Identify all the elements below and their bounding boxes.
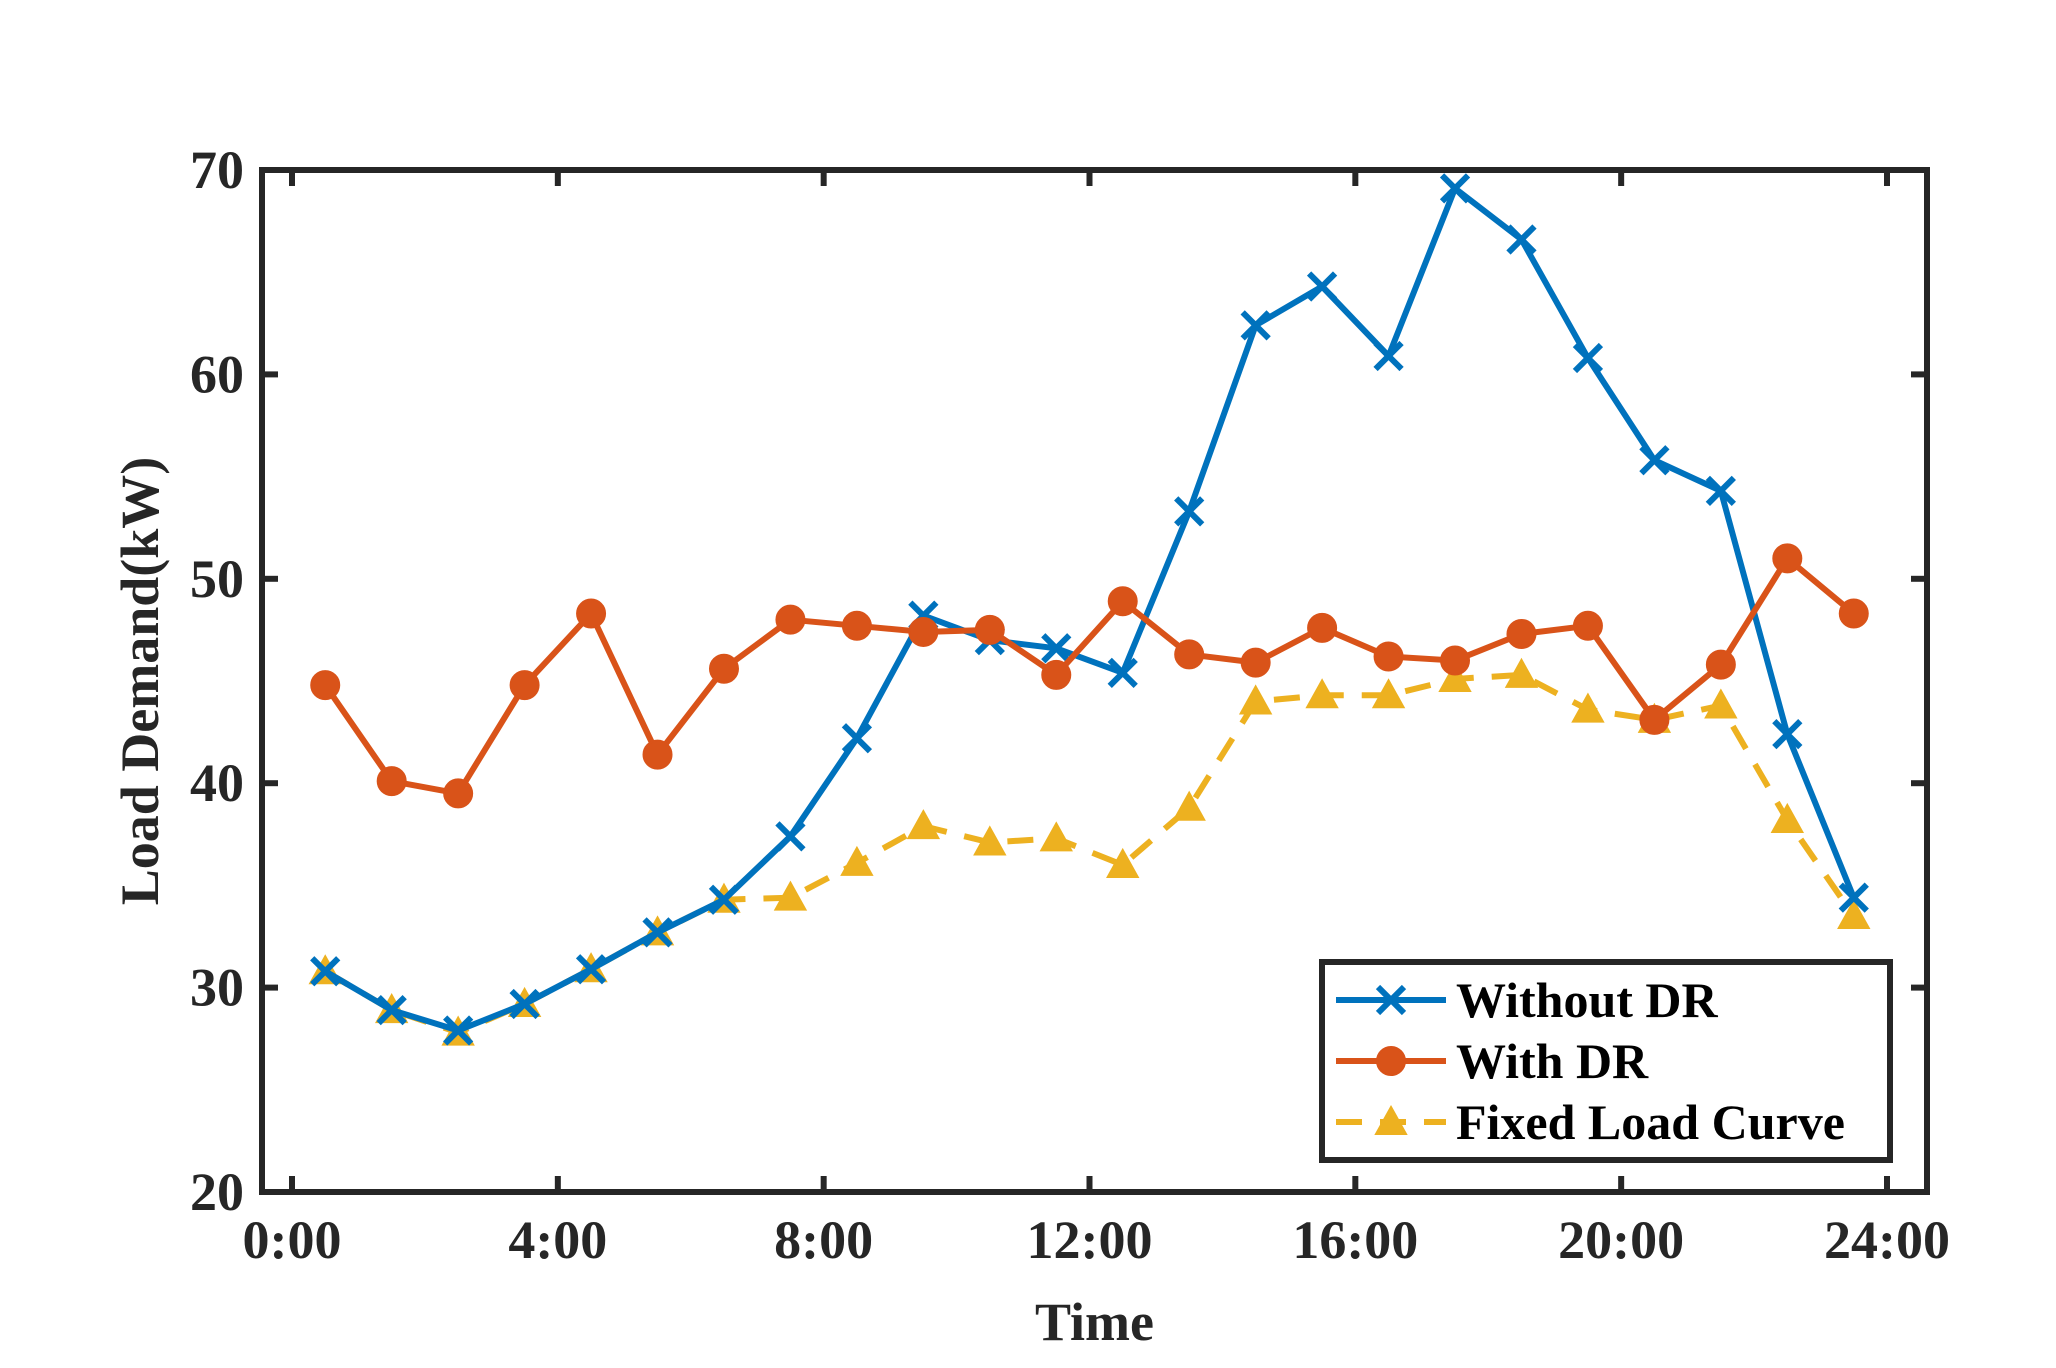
x-tick-label: 12:00 — [1027, 1210, 1153, 1270]
x-tick-label: 24:00 — [1824, 1210, 1950, 1270]
data-point-with-dr — [1240, 647, 1271, 678]
data-point-fixed-load-curve — [840, 845, 874, 876]
series-line-with-dr — [322, 555, 1856, 797]
data-point-without-dr — [376, 994, 407, 1026]
data-point-with-dr — [1373, 641, 1404, 672]
legend-marker — [1376, 1046, 1406, 1076]
data-point-with-dr — [376, 766, 407, 797]
y-tick-label: 40 — [190, 753, 244, 813]
data-point-with-dr — [708, 653, 739, 684]
data-point-without-dr — [1041, 633, 1072, 664]
data-point-without-dr — [1639, 445, 1670, 476]
series-line-without-dr — [323, 185, 1857, 1034]
data-point-with-dr — [443, 778, 474, 809]
data-point-fixed-load-curve — [1106, 847, 1140, 878]
data-point-fixed-load-curve — [1504, 657, 1539, 688]
data-point-without-dr — [575, 954, 607, 985]
x-tick-label: 0:00 — [243, 1210, 342, 1270]
data-point-with-dr — [310, 670, 341, 701]
data-point-without-dr — [642, 917, 673, 948]
data-point-without-dr — [775, 821, 806, 852]
data-point-fixed-load-curve — [773, 880, 808, 911]
data-point-with-dr — [576, 598, 607, 629]
data-point-with-dr — [974, 614, 1005, 645]
data-point-with-dr — [908, 616, 939, 647]
data-point-with-dr — [1107, 586, 1138, 617]
data-point-without-dr — [1506, 224, 1537, 255]
legend-item-fixed-load-curve: Fixed Load Curve — [1336, 1094, 1845, 1150]
y-tick-label: 30 — [190, 958, 244, 1018]
data-point-fixed-load-curve — [1770, 802, 1805, 833]
data-point-fixed-load-curve — [1238, 684, 1273, 715]
data-point-fixed-load-curve — [1172, 790, 1206, 821]
data-point-without-dr — [1838, 882, 1869, 913]
x-tick-label: 4:00 — [508, 1210, 607, 1270]
data-point-fixed-load-curve — [973, 825, 1007, 856]
y-tick-label: 60 — [190, 344, 244, 404]
data-point-without-dr — [1174, 496, 1205, 527]
data-point-without-dr — [1439, 173, 1471, 204]
data-point-without-dr — [509, 988, 540, 1020]
data-point-with-dr — [841, 610, 872, 641]
legend-item-without-dr: Without DR — [1336, 972, 1719, 1028]
data-point-fixed-load-curve — [1837, 899, 1871, 930]
x-tick-label: 20:00 — [1558, 1210, 1684, 1270]
data-point-without-dr — [1705, 475, 1736, 507]
tick-labels: 0:00 4:00 8:00 12:00 16:00 20:00 24:00 20 30 40 50… — [190, 140, 1950, 1270]
data-point-fixed-load-curve — [906, 809, 941, 840]
data-point-fixed-load-curve — [1371, 678, 1406, 709]
data-point-with-dr — [1572, 610, 1603, 641]
data-point-fixed-load-curve — [1438, 661, 1472, 692]
data-point-with-dr — [775, 604, 806, 635]
data-point-with-dr — [1174, 639, 1205, 670]
data-point-fixed-load-curve — [1039, 821, 1073, 852]
data-point-with-dr — [1041, 659, 1072, 690]
data-point-with-dr — [1838, 598, 1869, 629]
data-point-without-dr — [443, 1015, 474, 1046]
plot-frame — [259, 167, 1930, 1195]
data-point-with-dr — [1705, 649, 1736, 680]
data-point-with-dr — [509, 670, 540, 701]
data-point-without-dr — [310, 956, 341, 987]
legend-label: Without DR — [1456, 972, 1719, 1028]
y-tick-label: 50 — [190, 549, 244, 609]
x-tick-label: 8:00 — [774, 1210, 873, 1270]
data-point-with-dr — [1440, 645, 1471, 676]
data-point-with-dr — [1307, 612, 1338, 643]
data-point-fixed-load-curve — [1571, 692, 1605, 723]
legend-label: With DR — [1456, 1033, 1649, 1089]
data-point-without-dr — [1240, 310, 1271, 341]
x-axis-label: Time — [1035, 1292, 1154, 1352]
data-point-with-dr — [1506, 618, 1537, 649]
data-point-fixed-load-curve — [1704, 688, 1738, 719]
data-point-without-dr — [1572, 342, 1604, 374]
data-point-fixed-load-curve — [1305, 678, 1339, 709]
data-point-with-dr — [1772, 543, 1803, 574]
legend-marker — [1374, 1104, 1408, 1135]
data-point-without-dr — [708, 884, 740, 915]
data-point-without-dr — [1306, 271, 1338, 302]
y-tick-label: 20 — [190, 1162, 244, 1222]
data-point-without-dr — [1772, 719, 1803, 750]
legend-item-with-dr: With DR — [1336, 1033, 1649, 1089]
y-axis-label: Load Demand(kW) — [110, 457, 170, 906]
legend-marker — [1375, 984, 1407, 1016]
series-without-dr — [310, 173, 1869, 1046]
plot-series — [308, 173, 1871, 1046]
data-point-without-dr — [1107, 657, 1138, 688]
data-point-without-dr — [841, 723, 873, 754]
data-point-without-dr — [1373, 340, 1404, 372]
legend-label: Fixed Load Curve — [1456, 1094, 1845, 1150]
x-tick-label: 16:00 — [1292, 1210, 1418, 1270]
data-point-with-dr — [1639, 704, 1670, 735]
series-with-dr — [310, 543, 1869, 809]
y-tick-label: 70 — [190, 140, 244, 200]
data-point-with-dr — [642, 739, 673, 770]
